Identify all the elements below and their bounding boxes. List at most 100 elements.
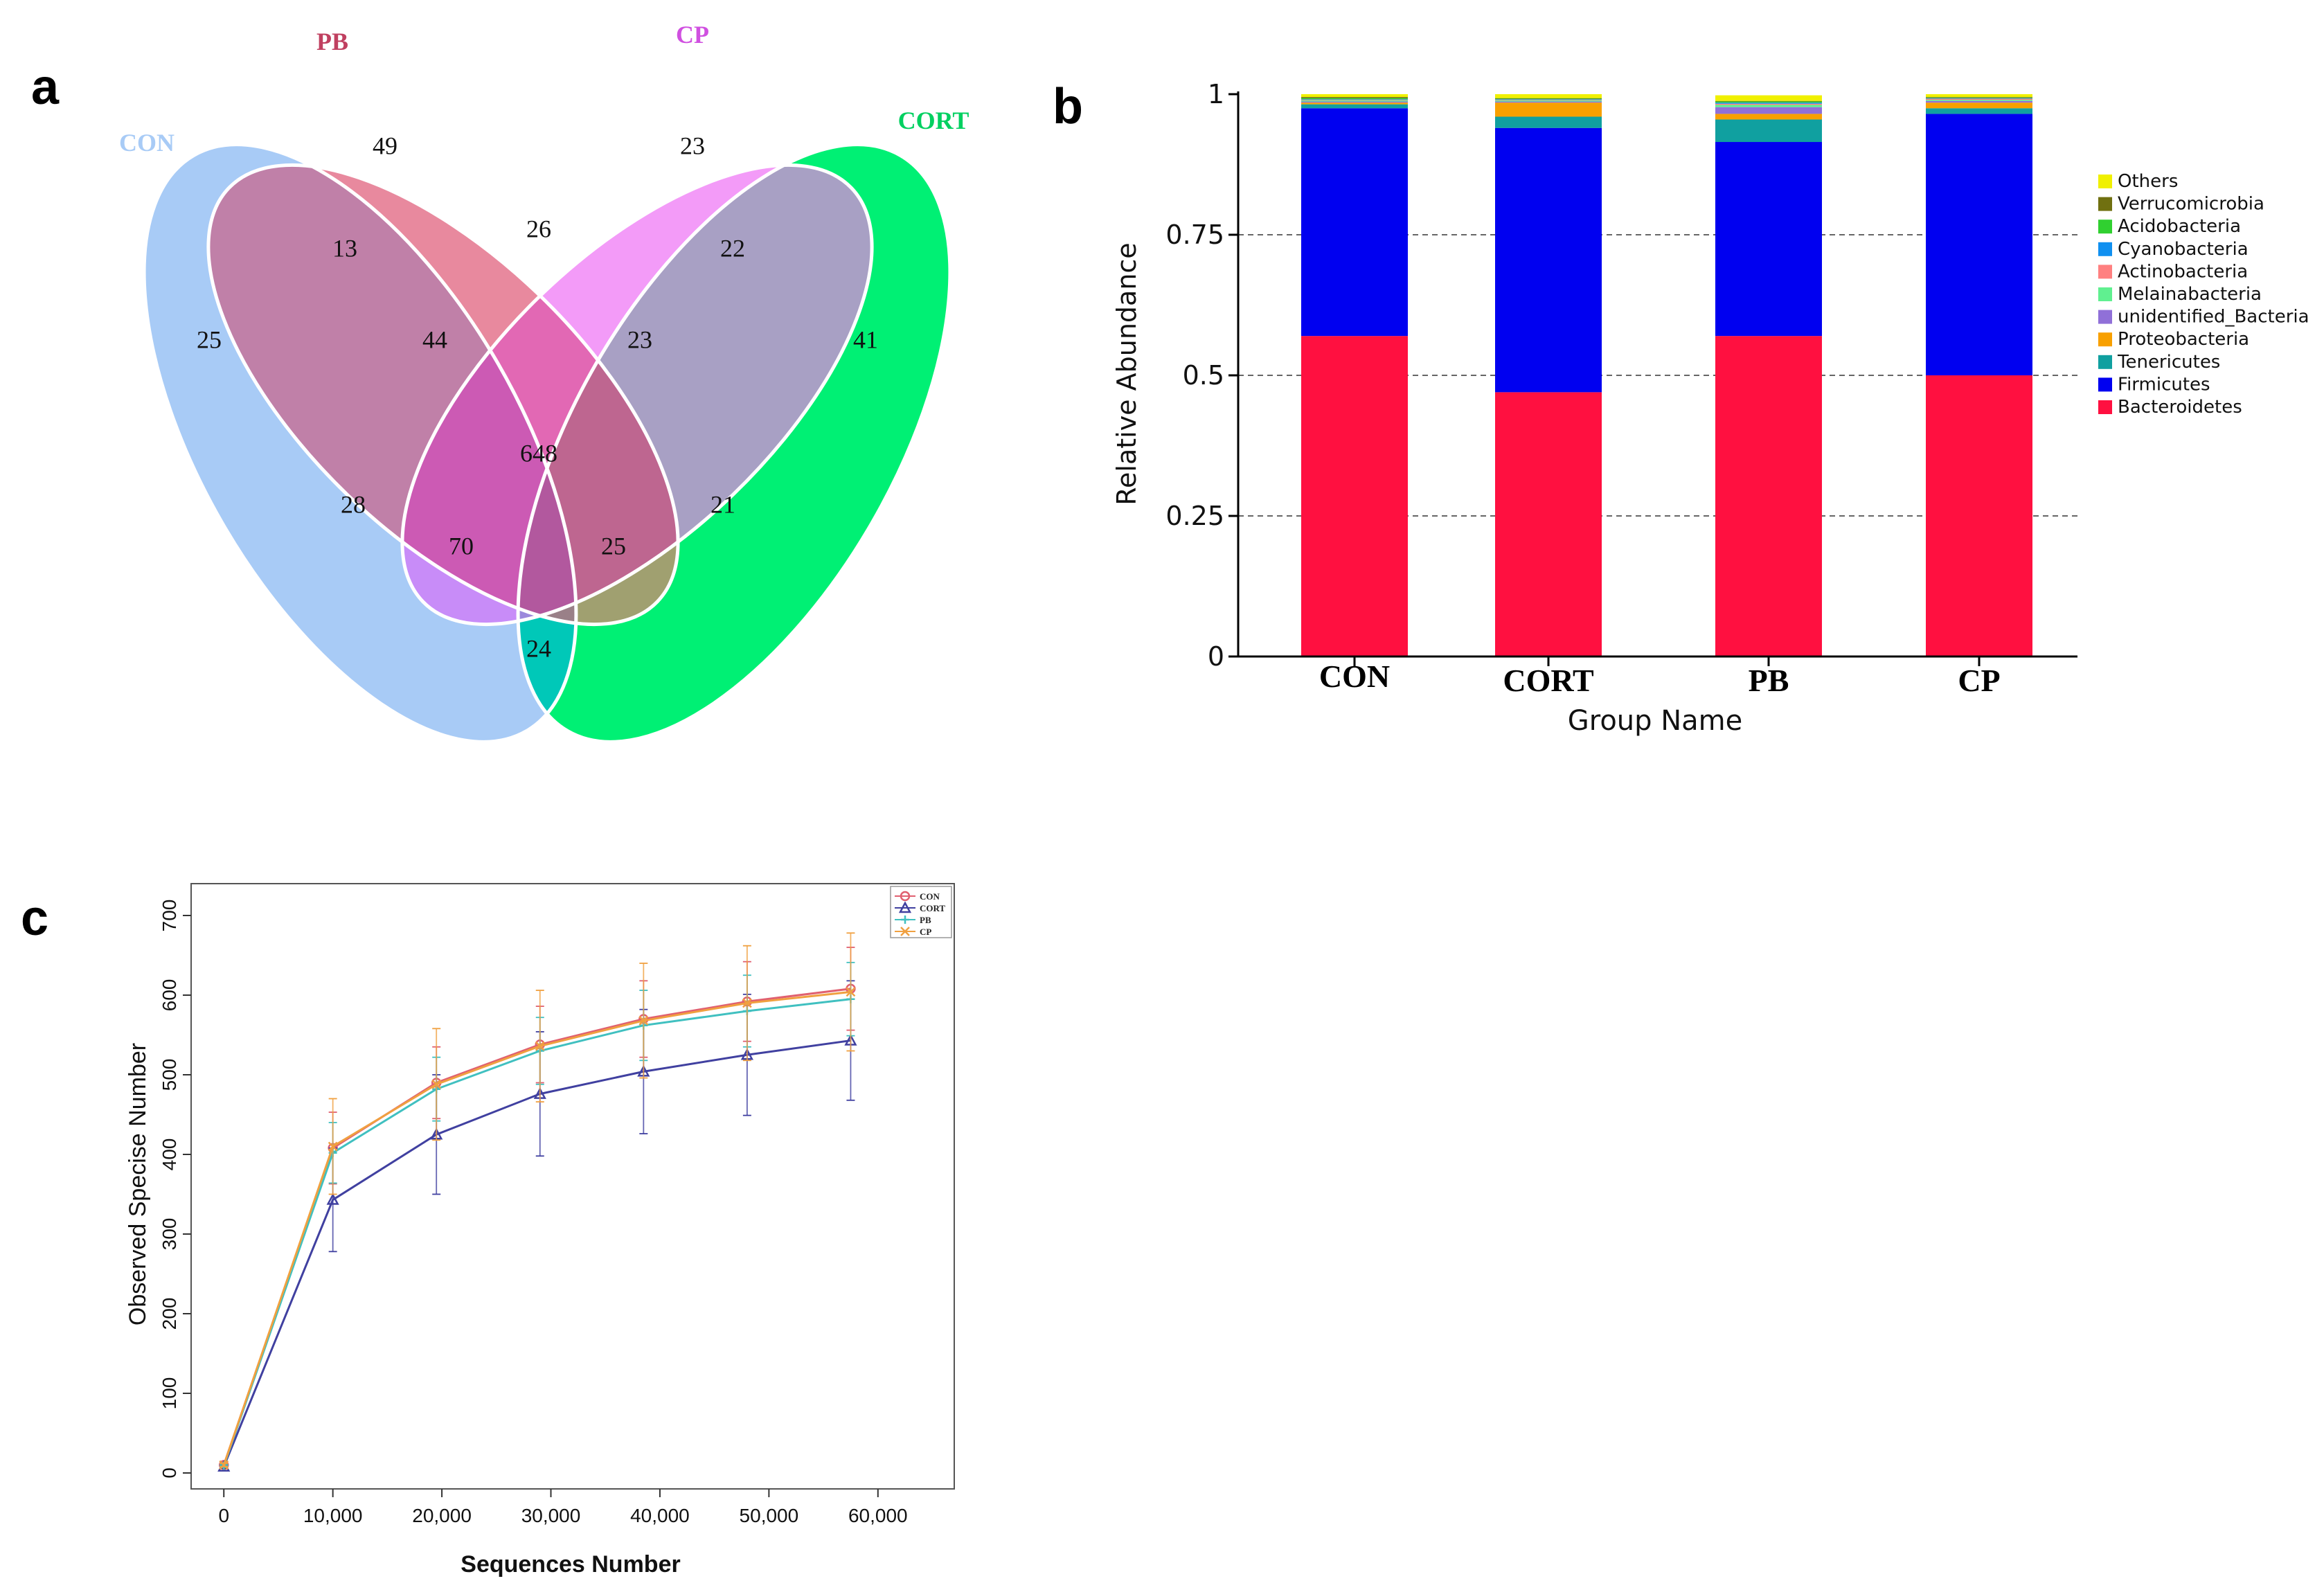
stacked-bar-chart: 0 0.25 0.5 0.75 1 CON CORT PB CP Relative Abund… [1111,79,2309,737]
c-legend-label: CP [920,927,931,937]
c-y-tick-label: 600 [159,979,180,1012]
b-bar-segment-others [1301,94,1408,98]
b-bar-segment-verrucomicrobia [1301,97,1408,98]
b-x-tick-label: PB [1749,663,1789,698]
venn-label-con: CON [119,129,175,157]
b-bar-segment-tenericutes [1926,108,2032,114]
c-y-tick-label: 100 [159,1377,180,1410]
b-bar-segment-melainabacteria [1301,100,1408,102]
c-x-tick-label: 0 [218,1505,229,1526]
b-x-tick-label: CORT [1503,663,1593,698]
c-y-tick-label: 200 [159,1298,180,1330]
c-point [328,1141,338,1152]
c-x-tick-label: 10,000 [303,1505,363,1526]
b-legend-label: unidentified_Bacteria [2118,307,2309,328]
c-point [431,1079,442,1089]
c-legend-label: CON [920,891,940,902]
b-bar-segment-bacteroidetes [1301,336,1408,656]
b-legend-swatch [2098,287,2112,301]
venn-count-all: 648 [520,439,557,467]
b-legend-label: Others [2118,171,2178,192]
b-bar-segment-bacteroidetes [1495,392,1602,656]
b-legend-swatch [2098,355,2112,369]
b-legend-label: Proteobacteria [2118,329,2249,350]
venn-label-cort: CORT [898,107,969,134]
b-legend-label: Verrucomicrobia [2118,194,2264,215]
c-point [326,1192,339,1205]
c-point [898,901,912,913]
b-bar-segment-unidentified-bacteria [1301,101,1408,103]
b-bar-segment-verrucomicrobia [1495,98,1602,99]
b-bar-segment-proteobacteria [1715,114,1822,120]
b-bar-segment-unidentified-bacteria [1495,101,1602,103]
venn-count-con-pb: 13 [332,234,357,262]
c-y-axis-label: Observed Specise Number [125,1043,151,1325]
b-x-tick-label: CON [1319,659,1390,694]
c-series-con [218,947,856,1470]
venn-count-pb: 49 [373,132,397,159]
b-bar-segment-actinobacteria [1715,103,1822,105]
b-bar-segment-others [1926,94,2032,98]
b-bar-segment-proteobacteria [1926,102,2032,109]
b-legend-swatch [2098,377,2112,392]
b-bar-segment-firmicutes [1301,108,1408,337]
b-bar-segment-melainabacteria [1495,100,1602,102]
b-bar-segment-melainabacteria [1715,105,1822,107]
c-x-axis-label: Sequences Number [461,1551,680,1578]
c-line [222,990,851,1465]
b-bar-segment-tenericutes [1715,119,1822,143]
c-line [222,1039,851,1467]
venn-count-cp: 23 [680,132,705,159]
venn-label-cp: CP [676,21,709,48]
panel-letter-a: a [31,60,60,115]
venn-count-con-pb-cp: 44 [422,325,447,353]
b-bar-segment-actinobacteria [1926,98,2032,100]
c-y-tick-label: 300 [159,1218,180,1251]
b-legend-swatch [2098,265,2112,279]
b-legend-label: Firmicutes [2118,374,2210,395]
b-legend-swatch [2098,400,2112,414]
b-legend-label: Cyanobacteria [2118,239,2249,260]
b-bar-segment-cyanobacteria [1301,99,1408,100]
venn-count-con-pb-cort: 25 [601,532,626,560]
b-bar-segment-tenericutes [1301,104,1408,109]
b-y-tick-label: 0.5 [1183,360,1224,391]
b-bars [1301,94,2032,656]
b-bar-segment-bacteroidetes [1715,336,1822,656]
b-legend-label: Tenericutes [2117,352,2220,373]
c-y-tick-label: 700 [159,900,180,932]
venn-label-pb: PB [316,28,348,55]
c-x-ticks: 0 10,000 20,000 30,000 40,000 50,000 60,000 [218,1489,908,1526]
c-point [638,1015,649,1026]
b-bar-segment-verrucomicrobia [1715,100,1822,102]
c-series [217,932,857,1472]
b-x-axis-label: Group Name [1568,705,1743,737]
c-legend-label: CORT [920,903,945,913]
b-legend-swatch [2098,175,2112,188]
b-legend-swatch [2098,332,2112,347]
venn-count-con-cp: 28 [341,490,366,518]
b-bar-segment-acidobacteria [1715,101,1822,103]
venn-count-con-cort: 24 [526,634,551,662]
c-plot-frame [190,883,955,1490]
c-point [846,987,856,997]
b-legend-label: Acidobacteria [2118,216,2241,237]
b-legend-swatch [2098,310,2112,324]
b-y-tick-label: 0.25 [1165,501,1224,531]
c-x-tick-label: 30,000 [521,1505,581,1526]
c-line [222,998,851,1467]
b-legend-swatch [2098,242,2112,256]
venn-outline-cort [516,143,952,744]
b-bar-segment-others [1715,95,1822,101]
c-line [222,988,851,1465]
b-legend-label: Bacteroidetes [2118,397,2242,418]
b-legend-label: Melainabacteria [2118,284,2262,305]
c-point [900,927,910,936]
b-bar-segment-melainabacteria [1926,100,2032,101]
venn-count-con-cp-cort: 70 [449,532,474,560]
b-bar-segment-cyanobacteria [1495,99,1602,100]
venn-count-pb-cort: 21 [710,490,735,518]
c-point [535,1041,545,1051]
